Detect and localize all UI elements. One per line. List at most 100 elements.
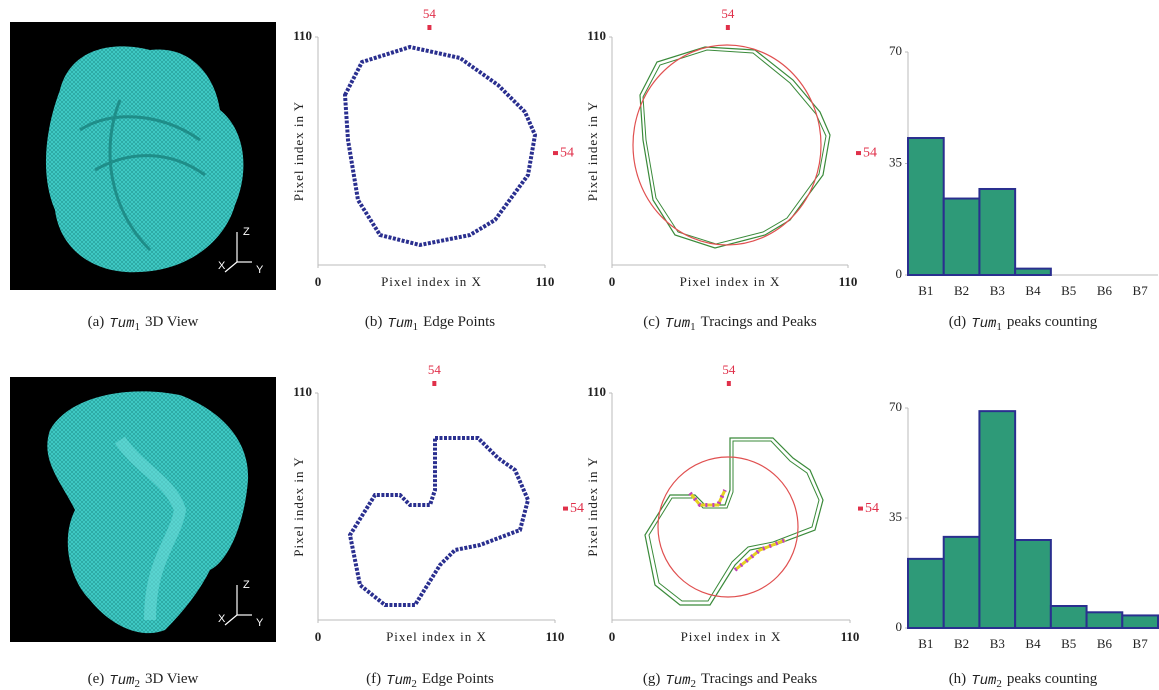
x-tick-label: 110 (839, 274, 858, 289)
marker-right (553, 151, 558, 156)
caption: (f) Tum2 Edge Points (366, 671, 494, 689)
x-tick-label: B4 (1025, 636, 1041, 651)
bar (1085, 611, 1124, 629)
edge-points-b (342, 44, 538, 248)
y-tick-label: 35 (889, 509, 902, 524)
bar (1121, 614, 1159, 630)
marker-top-label: 54 (423, 6, 437, 21)
y-axis-label: Pixel index in Y (291, 101, 306, 201)
x-tick-label: 110 (841, 629, 860, 644)
marker-right-label: 54 (865, 501, 879, 516)
caption-name: Tum (109, 316, 135, 332)
x-axis-label: Pixel index in X (386, 629, 487, 644)
tracing-c (632, 44, 831, 249)
x-tick-label: 110 (536, 274, 555, 289)
caption-name: Tum (109, 673, 135, 689)
y-tick-label: 110 (587, 384, 606, 399)
bar (1014, 267, 1052, 276)
marker-right-label: 54 (570, 501, 584, 516)
x-tick-label: B1 (918, 283, 933, 298)
bar (907, 137, 945, 276)
axis-letter: Z (243, 579, 250, 591)
caption: (h) Tum2 peaks counting (949, 671, 1098, 689)
x-tick-label: B3 (990, 283, 1005, 298)
y-tick-label: 35 (889, 154, 902, 169)
caption: (d) Tum1 peaks counting (949, 314, 1098, 332)
marker-right-label: 54 (560, 145, 574, 160)
caption-text: Tracings and Peaks (701, 671, 817, 687)
caption-label: (h) (949, 671, 967, 687)
marker-top (725, 25, 730, 30)
x-tick-label: 0 (609, 629, 616, 644)
axis-letter: Y (256, 617, 264, 629)
caption-index: 2 (691, 678, 697, 690)
caption-index: 2 (996, 678, 1002, 690)
caption: (g) Tum2 Tracings and Peaks (643, 671, 817, 689)
y-axis-label: Pixel index in Y (585, 456, 600, 556)
y-tick-label: 0 (896, 619, 903, 634)
marker-top (726, 381, 731, 386)
x-tick-label: B6 (1097, 636, 1113, 651)
x-tick-label: B2 (954, 636, 969, 651)
marker-top (432, 381, 437, 386)
caption: (a) Tum1 3D View (88, 314, 199, 332)
bar (1014, 539, 1052, 629)
axis-letter: Y (256, 264, 264, 276)
caption-text: peaks counting (1007, 671, 1098, 687)
marker-right (563, 506, 568, 511)
x-tick-label: B3 (990, 636, 1005, 651)
bar (942, 197, 981, 277)
caption-text: peaks counting (1007, 314, 1098, 330)
caption-index: 1 (134, 321, 140, 333)
y-tick-label: 70 (889, 399, 902, 414)
caption-label: (b) (365, 314, 383, 330)
view-a (10, 22, 276, 290)
caption: (e) Tum2 3D View (88, 671, 199, 689)
caption-label: (f) (366, 671, 381, 687)
x-tick-label: 0 (315, 274, 322, 289)
caption-text: Tracings and Peaks (701, 314, 817, 330)
caption-name: Tum (387, 316, 413, 332)
caption-name: Tum (665, 316, 691, 332)
x-tick-label: B6 (1097, 283, 1113, 298)
caption-name: Tum (971, 316, 997, 332)
x-tick-label: 0 (609, 274, 616, 289)
caption-label: (c) (643, 314, 660, 330)
caption-index: 1 (690, 321, 696, 333)
x-tick-label: 0 (315, 629, 322, 644)
caption: (c) Tum1 Tracings and Peaks (643, 314, 817, 332)
bar (1049, 605, 1088, 629)
x-axis-label: Pixel index in X (680, 274, 781, 289)
caption: (b) Tum1 Edge Points (365, 314, 495, 332)
tracing-g (644, 437, 824, 606)
x-tick-label: B7 (1133, 283, 1149, 298)
marker-top (427, 25, 432, 30)
caption-index: 2 (134, 678, 140, 690)
bar (942, 535, 981, 629)
bar (978, 187, 1017, 276)
y-axis-label: Pixel index in Y (585, 101, 600, 201)
y-tick-label: 110 (587, 28, 606, 43)
bar (907, 557, 945, 629)
marker-right (858, 506, 863, 511)
caption-name: Tum (386, 673, 412, 689)
marker-top-label: 54 (722, 362, 736, 377)
axis-letter: X (218, 613, 226, 625)
x-tick-label: B2 (954, 283, 969, 298)
caption-label: (e) (88, 671, 105, 687)
x-tick-label: B5 (1061, 283, 1076, 298)
x-tick-label: B7 (1133, 636, 1149, 651)
caption-text: Edge Points (423, 314, 495, 330)
caption-index: 2 (411, 678, 417, 690)
x-tick-label: B4 (1025, 283, 1041, 298)
y-axis-label: Pixel index in Y (291, 456, 306, 556)
bar (978, 410, 1017, 629)
x-axis-label: Pixel index in X (681, 629, 782, 644)
axis-letter: X (218, 260, 226, 272)
edge-points-f (347, 436, 531, 607)
marker-right-label: 54 (863, 145, 877, 160)
marker-right (856, 151, 861, 156)
view-e (10, 377, 276, 642)
marker-top-label: 54 (721, 6, 735, 21)
